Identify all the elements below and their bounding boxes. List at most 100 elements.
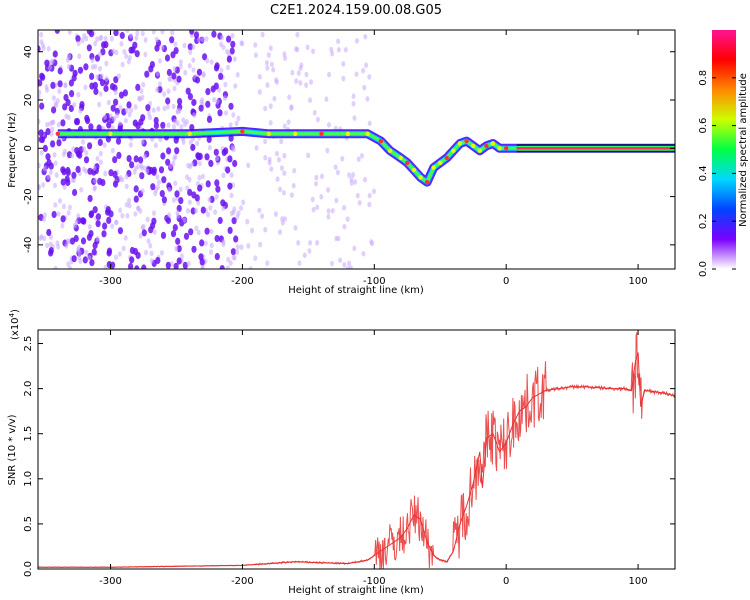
colorbar-tick-label: 0.2 — [698, 213, 709, 229]
noise-speckle — [278, 229, 282, 235]
noise-speckle — [196, 229, 201, 236]
noise-speckle — [187, 43, 193, 51]
noise-speckle — [88, 230, 94, 238]
noise-speckle — [213, 209, 218, 215]
noise-speckle — [353, 179, 358, 185]
noise-speckle — [246, 162, 251, 169]
noise-speckle — [97, 101, 102, 108]
noise-speckle — [227, 182, 233, 190]
noise-speckle — [161, 176, 167, 184]
noise-speckle — [349, 180, 354, 186]
noise-speckle — [117, 227, 123, 235]
noise-speckle — [106, 261, 112, 269]
noise-speckle — [56, 139, 62, 147]
noise-speckle — [153, 142, 158, 149]
noise-speckle — [257, 73, 262, 80]
ridge-point — [497, 146, 502, 151]
noise-speckle — [38, 129, 44, 137]
noise-speckle — [129, 256, 135, 264]
noise-speckle — [79, 187, 84, 193]
noise-speckle — [39, 31, 44, 38]
spectrogram-x-tick-label: -300 — [99, 276, 122, 287]
noise-speckle — [165, 261, 171, 269]
noise-speckle — [223, 81, 228, 88]
noise-speckle — [327, 122, 331, 128]
noise-speckle — [227, 226, 233, 234]
noise-speckle — [42, 165, 47, 172]
noise-speckle — [97, 138, 103, 146]
noise-speckle — [166, 122, 171, 128]
noise-speckle — [174, 190, 180, 198]
noise-speckle — [198, 104, 204, 112]
noise-speckle — [42, 216, 46, 222]
noise-speckle — [149, 250, 154, 257]
noise-speckle — [117, 120, 122, 127]
noise-speckle — [83, 84, 88, 91]
noise-speckle — [333, 164, 338, 170]
noise-speckle — [71, 74, 77, 82]
snr-x-tick-label: -300 — [99, 576, 122, 587]
spectrogram-y-tick-label: 20 — [23, 94, 34, 107]
ridge-point — [266, 131, 271, 136]
snr-y-tick-label: 2.5 — [23, 336, 34, 352]
noise-speckle — [50, 119, 55, 126]
noise-speckle — [215, 185, 221, 193]
noise-speckle — [57, 88, 62, 94]
noise-speckle — [263, 138, 268, 145]
noise-speckle — [311, 48, 316, 55]
noise-speckle — [88, 123, 94, 131]
noise-speckle — [87, 255, 92, 261]
noise-speckle — [205, 100, 211, 108]
noise-speckle — [220, 199, 226, 207]
noise-speckle — [65, 178, 71, 187]
noise-speckle — [53, 202, 58, 208]
noise-speckle — [162, 91, 167, 97]
noise-speckle — [239, 205, 243, 211]
noise-speckle — [314, 174, 319, 181]
noise-speckle — [173, 136, 179, 144]
snr-line-detail — [38, 332, 675, 569]
noise-speckle — [191, 57, 196, 63]
spectrogram-x-tick-label: 0 — [503, 276, 509, 287]
noise-speckle — [235, 249, 240, 255]
noise-speckle — [214, 234, 220, 243]
noise-speckle — [46, 45, 51, 52]
noise-speckle — [195, 152, 201, 160]
noise-speckle — [140, 30, 145, 37]
noise-speckle — [97, 51, 102, 58]
noise-speckle — [60, 215, 66, 223]
noise-speckle — [188, 228, 194, 236]
snr-y-ticks: 0.0 0.5 1.0 1.5 2.0 2.5 — [23, 336, 675, 577]
ridge-point — [405, 160, 410, 165]
snr-x-ticks: -300 -200 -100 0 100 — [99, 330, 648, 587]
noise-speckle — [304, 82, 309, 88]
noise-speckle — [39, 72, 45, 80]
noise-speckle — [221, 148, 227, 157]
noise-speckle — [135, 251, 141, 259]
noise-speckle — [208, 159, 214, 168]
noise-speckle — [118, 207, 123, 214]
snr-x-label: Height of straight line (km) — [288, 585, 424, 596]
noise-speckle — [44, 59, 50, 67]
noise-speckle — [123, 235, 128, 241]
noise-speckle — [48, 241, 53, 248]
noise-speckle — [102, 142, 107, 148]
noise-speckle — [95, 155, 100, 162]
noise-speckle — [319, 194, 324, 200]
noise-speckle — [145, 216, 150, 223]
noise-speckle — [103, 170, 108, 177]
noise-speckle — [291, 183, 296, 189]
noise-speckle — [56, 244, 61, 250]
noise-speckle — [221, 239, 226, 245]
noise-speckle — [257, 207, 262, 214]
noise-speckle — [342, 223, 347, 230]
noise-speckle — [188, 49, 193, 55]
noise-speckle — [55, 98, 60, 104]
noise-speckle — [150, 183, 156, 191]
noise-speckle — [204, 227, 210, 235]
noise-speckle — [103, 84, 109, 93]
noise-speckle — [292, 167, 297, 174]
noise-speckle — [168, 163, 173, 169]
noise-speckle — [198, 253, 204, 261]
noise-speckle — [162, 105, 167, 112]
